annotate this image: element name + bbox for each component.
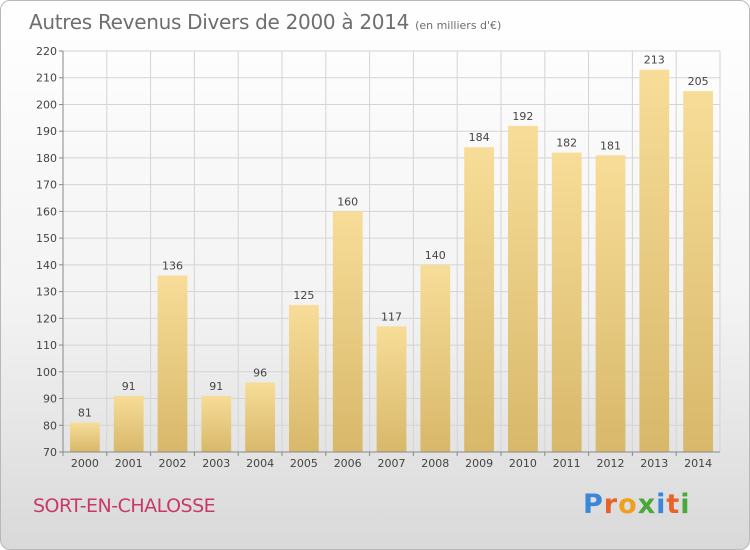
bar-value-label: 181	[600, 139, 621, 152]
x-tick-label: 2006	[334, 457, 362, 470]
x-tick-label: 2003	[202, 457, 230, 470]
x-tick-label: 2011	[553, 457, 581, 470]
logo-letter: t	[666, 489, 681, 520]
bar-value-label: 213	[644, 54, 665, 67]
y-tick-label: 210	[36, 72, 57, 85]
bar	[595, 155, 626, 452]
x-tick-label: 2007	[378, 457, 406, 470]
y-tick-label: 200	[36, 98, 57, 111]
bar	[245, 382, 275, 452]
bar	[551, 152, 582, 452]
bar	[508, 125, 538, 452]
bar-value-label: 91	[122, 380, 136, 393]
proxiti-logo: Proxiti	[583, 489, 691, 520]
y-tick-label: 180	[36, 152, 57, 165]
chart-subtitle: (en milliers d'€)	[415, 19, 502, 32]
axes: 7080901001101201301401501601701801902002…	[36, 45, 720, 470]
y-tick-label: 120	[36, 312, 57, 325]
bar	[639, 69, 670, 453]
x-tick-label: 2013	[640, 457, 668, 470]
x-tick-label: 2010	[509, 457, 537, 470]
y-tick-label: 130	[36, 286, 57, 299]
bar	[464, 147, 494, 453]
bar-value-label: 192	[512, 110, 533, 123]
logo-letter: o	[618, 489, 638, 520]
x-tick-label: 2000	[71, 457, 99, 470]
x-tick-label: 2005	[290, 457, 318, 470]
y-tick-label: 140	[36, 259, 57, 272]
bar-value-label: 117	[381, 310, 402, 323]
x-tick-label: 2012	[597, 457, 625, 470]
y-tick-label: 110	[36, 339, 57, 352]
bar-value-label: 205	[688, 75, 709, 88]
bar-value-label: 182	[556, 137, 577, 150]
y-tick-label: 160	[36, 205, 57, 218]
bar	[289, 304, 319, 452]
x-tick-label: 2002	[159, 457, 187, 470]
y-tick-label: 220	[36, 45, 57, 58]
bar	[683, 91, 713, 452]
chart-title-text: Autres Revenus Divers de 2000 à 2014	[29, 10, 410, 34]
chart-title: Autres Revenus Divers de 2000 à 2014 (en …	[29, 10, 501, 34]
x-tick-label: 2001	[115, 457, 143, 470]
x-tick-label: 2004	[246, 457, 274, 470]
bar	[70, 422, 100, 452]
bar	[113, 395, 144, 452]
logo-letter: i	[656, 489, 667, 520]
y-tick-label: 70	[43, 446, 57, 459]
bar	[376, 326, 407, 452]
bar	[332, 211, 363, 452]
bar-value-label: 184	[469, 131, 490, 144]
bar	[157, 275, 188, 452]
y-tick-label: 150	[36, 232, 57, 245]
y-tick-label: 100	[36, 366, 57, 379]
bar-value-label: 160	[337, 195, 358, 208]
bar	[420, 264, 451, 452]
y-tick-label: 190	[36, 125, 57, 138]
logo-letter: i	[680, 489, 691, 520]
bar-value-label: 81	[78, 407, 92, 420]
bar-value-label: 96	[253, 366, 267, 379]
bar-value-label: 125	[293, 289, 314, 302]
x-tick-label: 2009	[465, 457, 493, 470]
x-tick-label: 2008	[421, 457, 449, 470]
logo-letter: x	[637, 489, 657, 520]
bar-value-label: 136	[162, 260, 183, 273]
y-tick-label: 90	[43, 393, 57, 406]
logo-letter: r	[603, 489, 619, 520]
y-tick-label: 170	[36, 179, 57, 192]
bar	[201, 395, 232, 452]
x-tick-label: 2014	[684, 457, 712, 470]
commune-name: SORT-EN-CHALOSSE	[33, 495, 216, 517]
y-tick-label: 80	[43, 419, 57, 432]
bar-value-label: 91	[209, 380, 223, 393]
bar-value-label: 140	[425, 249, 446, 262]
bars: 81 91 136 91 96 125 160 117 140 184 192 182 181 213 20…	[70, 54, 713, 453]
logo-letter: P	[583, 489, 604, 520]
